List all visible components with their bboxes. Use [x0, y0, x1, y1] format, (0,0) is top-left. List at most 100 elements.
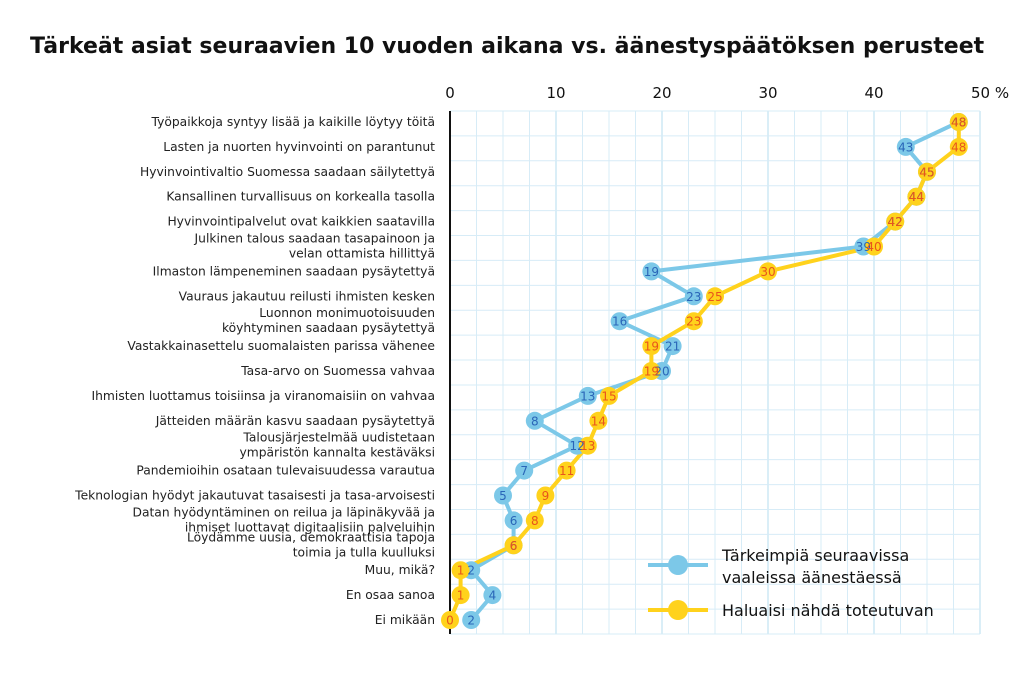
value-label-wish: 13 [580, 439, 595, 453]
value-label-wish: 9 [542, 489, 550, 503]
x-tick-label: 0 [445, 84, 455, 102]
point-voting [483, 586, 502, 605]
point-voting [494, 486, 512, 505]
value-label-wish: 14 [591, 414, 606, 428]
value-label-wish: 44 [909, 190, 924, 204]
category-label: Ei mikään [375, 613, 435, 627]
point-wish [907, 187, 926, 206]
point-wish [642, 362, 661, 380]
category-labels: Työpaikkoja syntyy lisää ja kaikille löy… [74, 115, 435, 627]
point-wish [451, 561, 470, 580]
value-label-wish: 8 [531, 514, 539, 528]
value-label-wish: 25 [707, 290, 722, 304]
value-label-wish: 48 [951, 116, 966, 130]
point-voting [642, 262, 661, 281]
value-label-wish: 11 [559, 464, 574, 478]
category-label: Datan hyödyntäminen on reilua ja läpinäk… [132, 505, 435, 519]
legend-label: vaaleissa äänestäessä [722, 568, 902, 587]
chart-title: Tärkeät asiat seuraavien 10 vuoden aikan… [30, 34, 985, 59]
point-voting [504, 511, 523, 530]
value-label-wish: 1 [457, 589, 465, 603]
value-label-wish: 30 [760, 265, 775, 279]
category-label: Talousjärjestelmää uudistetaan [242, 431, 435, 445]
category-label: Teknologian hyödyt jakautuvat tasaisesti… [74, 489, 435, 503]
category-label: Tasa-arvo on Suomessa vahvaa [240, 364, 435, 378]
value-label-voting: 21 [665, 340, 680, 354]
category-label: velan ottamista hillittyä [289, 247, 435, 261]
category-label: köyhtyminen saadaan pysäytettyä [222, 321, 435, 335]
point-wish [759, 262, 777, 281]
x-tick-label: 10 [546, 84, 565, 102]
point-wish [451, 586, 470, 605]
category-label: Julkinen talous saadaan tasapainoon ja [194, 232, 435, 246]
point-voting [462, 611, 481, 629]
point-wish [557, 461, 576, 480]
value-label-wish: 45 [919, 165, 934, 179]
value-label-voting: 39 [856, 240, 871, 254]
category-label: Luonnon monimuotoisuuden [259, 306, 435, 320]
value-label-voting: 48 [951, 116, 966, 130]
value-label-voting: 2 [467, 564, 475, 578]
value-label-voting: 2 [467, 614, 475, 628]
category-label: Vauraus jakautuu reilusti ihmisten keske… [179, 289, 435, 303]
legend-label: Haluaisi nähdä toteutuvan [722, 601, 934, 620]
legend-marker [668, 600, 688, 620]
category-label: ihmiset luottavat digitaalisiin palvelui… [185, 520, 435, 534]
value-label-voting: 20 [654, 365, 669, 379]
category-label: Pandemioihin osataan tulevaisuudessa var… [136, 464, 435, 478]
category-label: toimia ja tulla kuulluksi [293, 545, 435, 559]
point-voting [896, 137, 915, 156]
point-voting [663, 337, 682, 356]
x-axis: 0 10 20 30 40 50 % [445, 84, 1009, 634]
value-label-voting: 8 [531, 414, 539, 428]
category-label: Ihmisten luottamus toisiinsa ja viranoma… [92, 389, 435, 403]
value-label-voting: 19 [644, 265, 659, 279]
category-label: Hyvinvointivaltio Suomessa saadaan säily… [140, 165, 435, 179]
value-label-voting: 43 [898, 140, 913, 154]
value-label-wish: 1 [457, 564, 465, 578]
data-points: 4843454442391923162120138127566242484845… [441, 113, 968, 629]
category-label: ympäristön kannalta kestäväksi [239, 446, 435, 460]
point-wish [536, 486, 555, 505]
point-wish [578, 436, 597, 455]
value-label-wish: 6 [510, 539, 518, 553]
point-wish [706, 287, 724, 306]
x-tick-label: 40 [864, 84, 883, 102]
point-wish [918, 162, 936, 181]
point-voting [610, 312, 629, 331]
point-wish [589, 411, 608, 430]
category-label: Jätteiden määrän kasvu saadaan pysäytett… [155, 414, 435, 428]
value-label-wish: 40 [866, 240, 881, 254]
value-label-voting: 42 [888, 215, 903, 229]
value-label-voting: 45 [919, 165, 934, 179]
value-label-voting: 7 [520, 464, 528, 478]
point-voting [684, 287, 703, 306]
point-wish [642, 337, 661, 356]
value-label-wish: 15 [601, 389, 616, 403]
point-wish [504, 536, 523, 555]
category-label: Muu, mikä? [365, 563, 435, 577]
legend: Tärkeimpiä seuraavissa vaaleissa äänestäe… [648, 546, 934, 620]
value-label-wish: 42 [888, 215, 903, 229]
point-wish [886, 212, 905, 231]
category-label: Työpaikkoja syntyy lisää ja kaikille löy… [150, 115, 435, 129]
value-label-voting: 4 [489, 589, 497, 603]
point-wish [949, 113, 968, 131]
value-label-voting: 44 [909, 190, 924, 204]
value-label-wish: 19 [644, 365, 659, 379]
value-label-wish: 48 [951, 140, 966, 154]
value-label-wish: 19 [644, 340, 659, 354]
category-label: Löydämme uusia, demokraattisia tapoja [187, 530, 435, 544]
category-label: En osaa sanoa [346, 588, 435, 602]
point-wish [949, 137, 968, 156]
value-label-voting: 23 [686, 290, 701, 304]
x-tick-label: 30 [758, 84, 777, 102]
category-label: Ilmaston lämpeneminen saadaan pysäytetty… [153, 264, 435, 278]
point-voting [515, 461, 534, 480]
value-label-voting: 6 [510, 539, 518, 553]
legend-marker [668, 555, 688, 575]
legend-label: Tärkeimpiä seuraavissa [721, 546, 909, 565]
point-wish [600, 386, 618, 405]
category-label: Vastakkainasettelu suomalaisten parissa … [127, 339, 435, 353]
